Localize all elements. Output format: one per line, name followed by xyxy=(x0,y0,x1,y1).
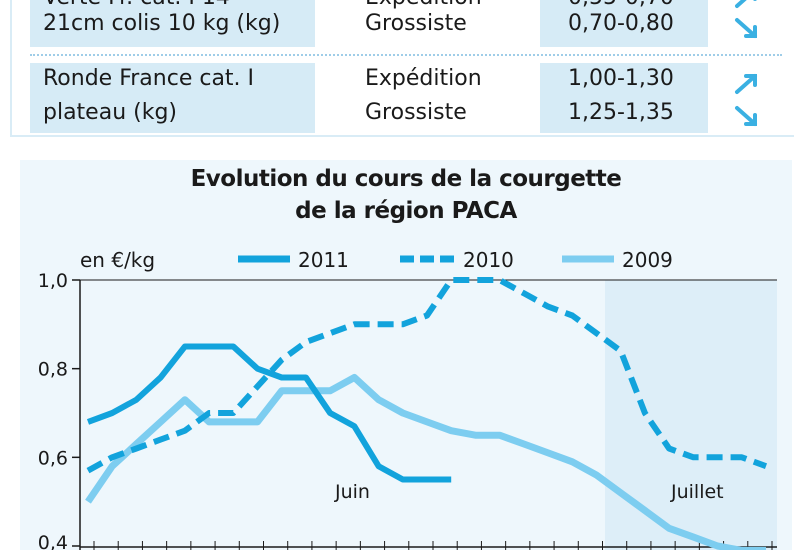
product-cell-bg xyxy=(30,0,315,47)
market-label: Expédition xyxy=(365,0,482,14)
period-label-juillet: Juillet xyxy=(670,481,724,503)
juillet-period-band xyxy=(605,280,777,550)
row-divider xyxy=(30,54,782,56)
price-range: 1,00-1,30 xyxy=(568,66,674,91)
series-line-2010 xyxy=(86,277,768,474)
product-line: Verte Fr. cat. I 14- xyxy=(43,0,238,14)
y-tick-label: 0,4 xyxy=(38,532,68,550)
chart-title: Evolution du cours de la courgette xyxy=(190,166,622,192)
market-label: Grossiste xyxy=(365,100,467,125)
price-table: Verte Fr. cat. I 14- 21cm colis 10 kg (k… xyxy=(0,0,800,145)
price-range: 1,25-1,35 xyxy=(568,100,674,125)
down-icon xyxy=(733,102,761,130)
product-line: Ronde France cat. I xyxy=(43,66,255,91)
price-cell-bg xyxy=(540,0,708,47)
price-range: 0,70-0,80 xyxy=(568,11,674,36)
market-label: Grossiste xyxy=(365,11,467,36)
up-icon xyxy=(733,70,761,98)
y-axis-label: en €/kg xyxy=(80,248,155,272)
y-tick-label: 1,0 xyxy=(38,270,68,292)
series-line-2011 xyxy=(86,343,452,483)
period-label-juin: Juin xyxy=(334,481,370,503)
product-cell-bg xyxy=(30,63,315,133)
product-line: plateau (kg) xyxy=(43,100,178,125)
down-icon xyxy=(733,14,761,42)
price-cell-bg xyxy=(540,63,708,133)
y-tick-label: 0,8 xyxy=(38,359,68,381)
legend-label-2011: 2011 xyxy=(298,248,349,272)
y-tick-label: 0,6 xyxy=(38,447,68,469)
price-range: 0,55-0,70 xyxy=(568,0,674,14)
chart-subtitle: de la région PACA xyxy=(295,198,517,224)
table-frame xyxy=(10,0,794,137)
up-icon xyxy=(733,0,761,12)
legend-label-2010: 2010 xyxy=(463,248,514,272)
product-line: 21cm colis 10 kg (kg) xyxy=(43,11,281,36)
legend-label-2009: 2009 xyxy=(622,248,673,272)
market-label: Expédition xyxy=(365,66,482,91)
series-line-2009 xyxy=(85,374,766,550)
